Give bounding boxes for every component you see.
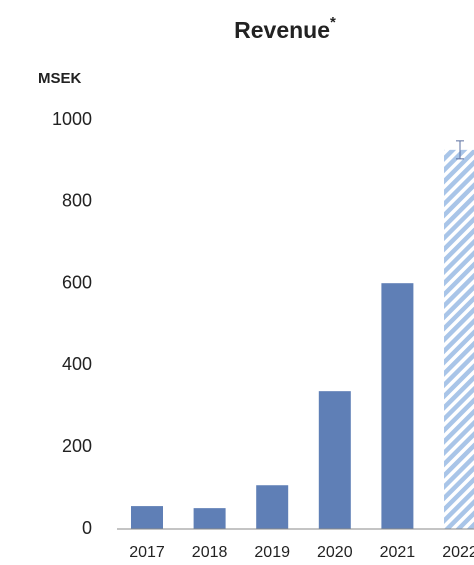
x-tick-label: 2018 [192,544,228,561]
y-tick-label: 0 [82,518,92,538]
y-axis-label: MSEK [38,70,82,87]
y-tick-label: 200 [62,436,92,456]
x-tick-label: 2021 [380,544,416,561]
x-tick-label: 2020 [317,544,353,561]
title-text: Revenue [234,17,330,43]
y-tick-label: 600 [62,272,92,292]
chart-title: Revenue* [234,14,336,43]
bar [256,485,289,529]
title-superscript: * [330,14,336,31]
y-tick-label: 1000 [52,109,92,129]
bar [193,508,226,529]
y-tick-label: 400 [62,354,92,374]
bar [381,283,414,529]
x-tick-label: 2017 [129,544,165,561]
error-bar [456,140,464,160]
bar [444,149,474,529]
bar [318,391,351,529]
y-tick-label: 800 [62,191,92,211]
x-tick-label: 2022 [442,544,474,561]
bar [131,506,163,529]
x-tick-label: 2019 [254,544,290,561]
